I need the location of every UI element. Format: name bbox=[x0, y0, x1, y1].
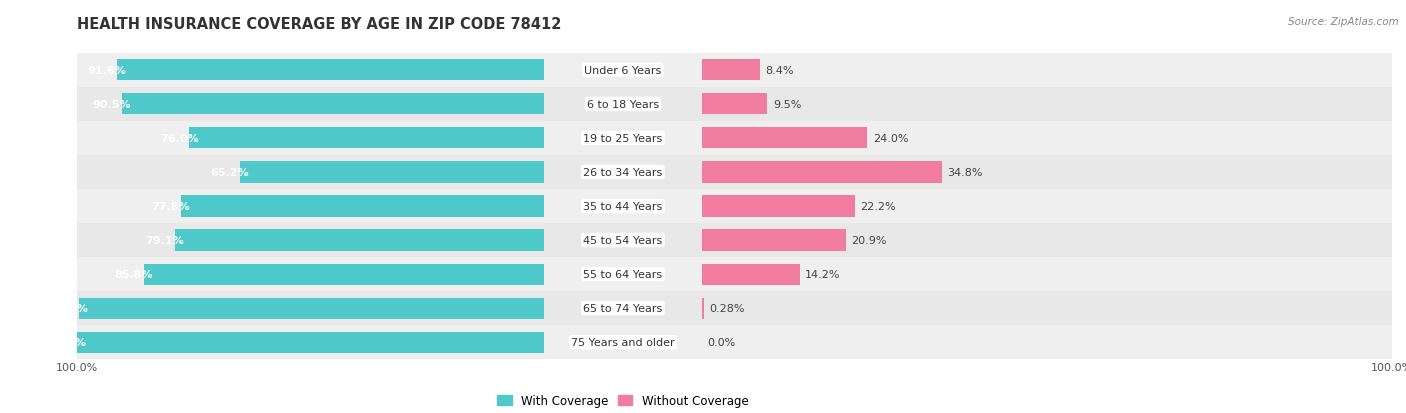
Bar bbox=[702, 223, 1392, 257]
Text: 85.8%: 85.8% bbox=[114, 269, 153, 280]
Text: 6 to 18 Years: 6 to 18 Years bbox=[586, 100, 659, 109]
Text: 55 to 64 Years: 55 to 64 Years bbox=[583, 269, 662, 280]
Text: 91.6%: 91.6% bbox=[87, 66, 127, 76]
Bar bbox=[143, 264, 544, 285]
Text: 26 to 34 Years: 26 to 34 Years bbox=[583, 168, 662, 178]
Bar bbox=[77, 257, 544, 292]
Legend: With Coverage, Without Coverage: With Coverage, Without Coverage bbox=[492, 389, 754, 412]
Bar bbox=[77, 292, 544, 325]
Text: 45 to 54 Years: 45 to 54 Years bbox=[583, 235, 662, 245]
Bar bbox=[702, 88, 1392, 121]
Text: 22.2%: 22.2% bbox=[860, 202, 896, 211]
Text: 79.1%: 79.1% bbox=[145, 235, 184, 245]
Bar bbox=[77, 88, 544, 121]
Bar bbox=[544, 325, 702, 359]
Bar bbox=[702, 156, 1392, 190]
Bar bbox=[702, 292, 1392, 325]
Bar bbox=[544, 190, 702, 223]
Bar bbox=[544, 54, 702, 88]
Text: Source: ZipAtlas.com: Source: ZipAtlas.com bbox=[1288, 17, 1399, 26]
Bar bbox=[77, 325, 544, 359]
Bar bbox=[702, 60, 759, 81]
Bar bbox=[77, 223, 544, 257]
Bar bbox=[79, 298, 544, 319]
Text: 20.9%: 20.9% bbox=[852, 235, 887, 245]
Bar bbox=[190, 128, 544, 149]
Text: 0.28%: 0.28% bbox=[709, 304, 745, 313]
Bar bbox=[702, 162, 942, 183]
Bar bbox=[702, 264, 800, 285]
Text: 8.4%: 8.4% bbox=[765, 66, 794, 76]
Text: 77.8%: 77.8% bbox=[152, 202, 190, 211]
Bar bbox=[77, 156, 544, 190]
Text: HEALTH INSURANCE COVERAGE BY AGE IN ZIP CODE 78412: HEALTH INSURANCE COVERAGE BY AGE IN ZIP … bbox=[77, 17, 562, 31]
Bar bbox=[77, 190, 544, 223]
Bar bbox=[544, 88, 702, 121]
Text: 35 to 44 Years: 35 to 44 Years bbox=[583, 202, 662, 211]
Bar bbox=[544, 156, 702, 190]
Bar bbox=[702, 94, 768, 115]
Text: 9.5%: 9.5% bbox=[773, 100, 801, 109]
Bar bbox=[181, 196, 544, 217]
Bar bbox=[702, 298, 703, 319]
Bar bbox=[702, 121, 1392, 156]
Bar bbox=[702, 54, 1392, 88]
Text: 75 Years and older: 75 Years and older bbox=[571, 337, 675, 347]
Text: 0.0%: 0.0% bbox=[707, 337, 735, 347]
Bar bbox=[702, 128, 868, 149]
Text: 100.0%: 100.0% bbox=[41, 337, 87, 347]
Text: 24.0%: 24.0% bbox=[873, 133, 908, 144]
Text: 34.8%: 34.8% bbox=[948, 168, 983, 178]
Bar bbox=[544, 223, 702, 257]
Text: 76.0%: 76.0% bbox=[160, 133, 198, 144]
Text: Under 6 Years: Under 6 Years bbox=[585, 66, 661, 76]
Text: 65 to 74 Years: 65 to 74 Years bbox=[583, 304, 662, 313]
Text: 65.2%: 65.2% bbox=[211, 168, 249, 178]
Bar bbox=[702, 190, 1392, 223]
Text: 99.7%: 99.7% bbox=[49, 304, 89, 313]
Text: 19 to 25 Years: 19 to 25 Years bbox=[583, 133, 662, 144]
Bar bbox=[702, 257, 1392, 292]
Bar bbox=[702, 230, 846, 251]
Bar bbox=[174, 230, 544, 251]
Bar bbox=[702, 325, 1392, 359]
Bar bbox=[122, 94, 544, 115]
Bar bbox=[702, 196, 855, 217]
Text: 90.5%: 90.5% bbox=[93, 100, 131, 109]
Bar bbox=[117, 60, 544, 81]
Bar bbox=[240, 162, 544, 183]
Bar bbox=[544, 292, 702, 325]
Bar bbox=[77, 121, 544, 156]
Bar bbox=[77, 54, 544, 88]
Bar bbox=[77, 332, 544, 353]
Text: 14.2%: 14.2% bbox=[806, 269, 841, 280]
Bar bbox=[544, 257, 702, 292]
Bar bbox=[544, 121, 702, 156]
